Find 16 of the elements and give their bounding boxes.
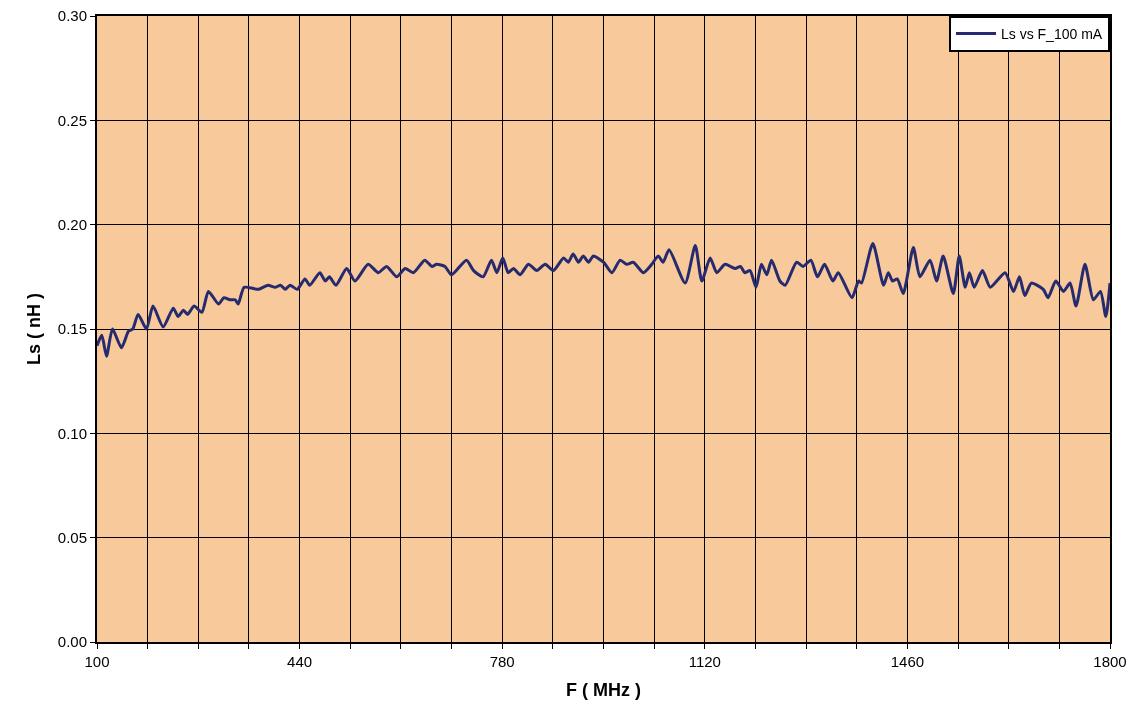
y-axis-title: Ls ( nH ) [24,293,45,365]
x-tick-label: 440 [287,653,313,670]
x-tick-label: 100 [84,653,110,670]
x-tick-label: 1120 [688,653,721,670]
y-tick-label: 0.20 [57,215,87,233]
y-tick-label: 0.10 [57,424,87,442]
y-tick-label: 0.00 [57,633,87,651]
x-tick-label: 780 [489,653,515,670]
x-tick-label: 1460 [890,653,925,670]
legend-label: Ls vs F_100 mA [1001,26,1103,43]
x-tick-label: 1800 [1093,653,1127,670]
y-tick-label: 0.30 [57,7,87,25]
y-tick-label: 0.15 [57,320,87,338]
y-tick-label: 0.05 [57,528,87,546]
y-tick-label: 0.25 [57,111,87,129]
x-axis-title: F ( MHz ) [566,679,641,700]
